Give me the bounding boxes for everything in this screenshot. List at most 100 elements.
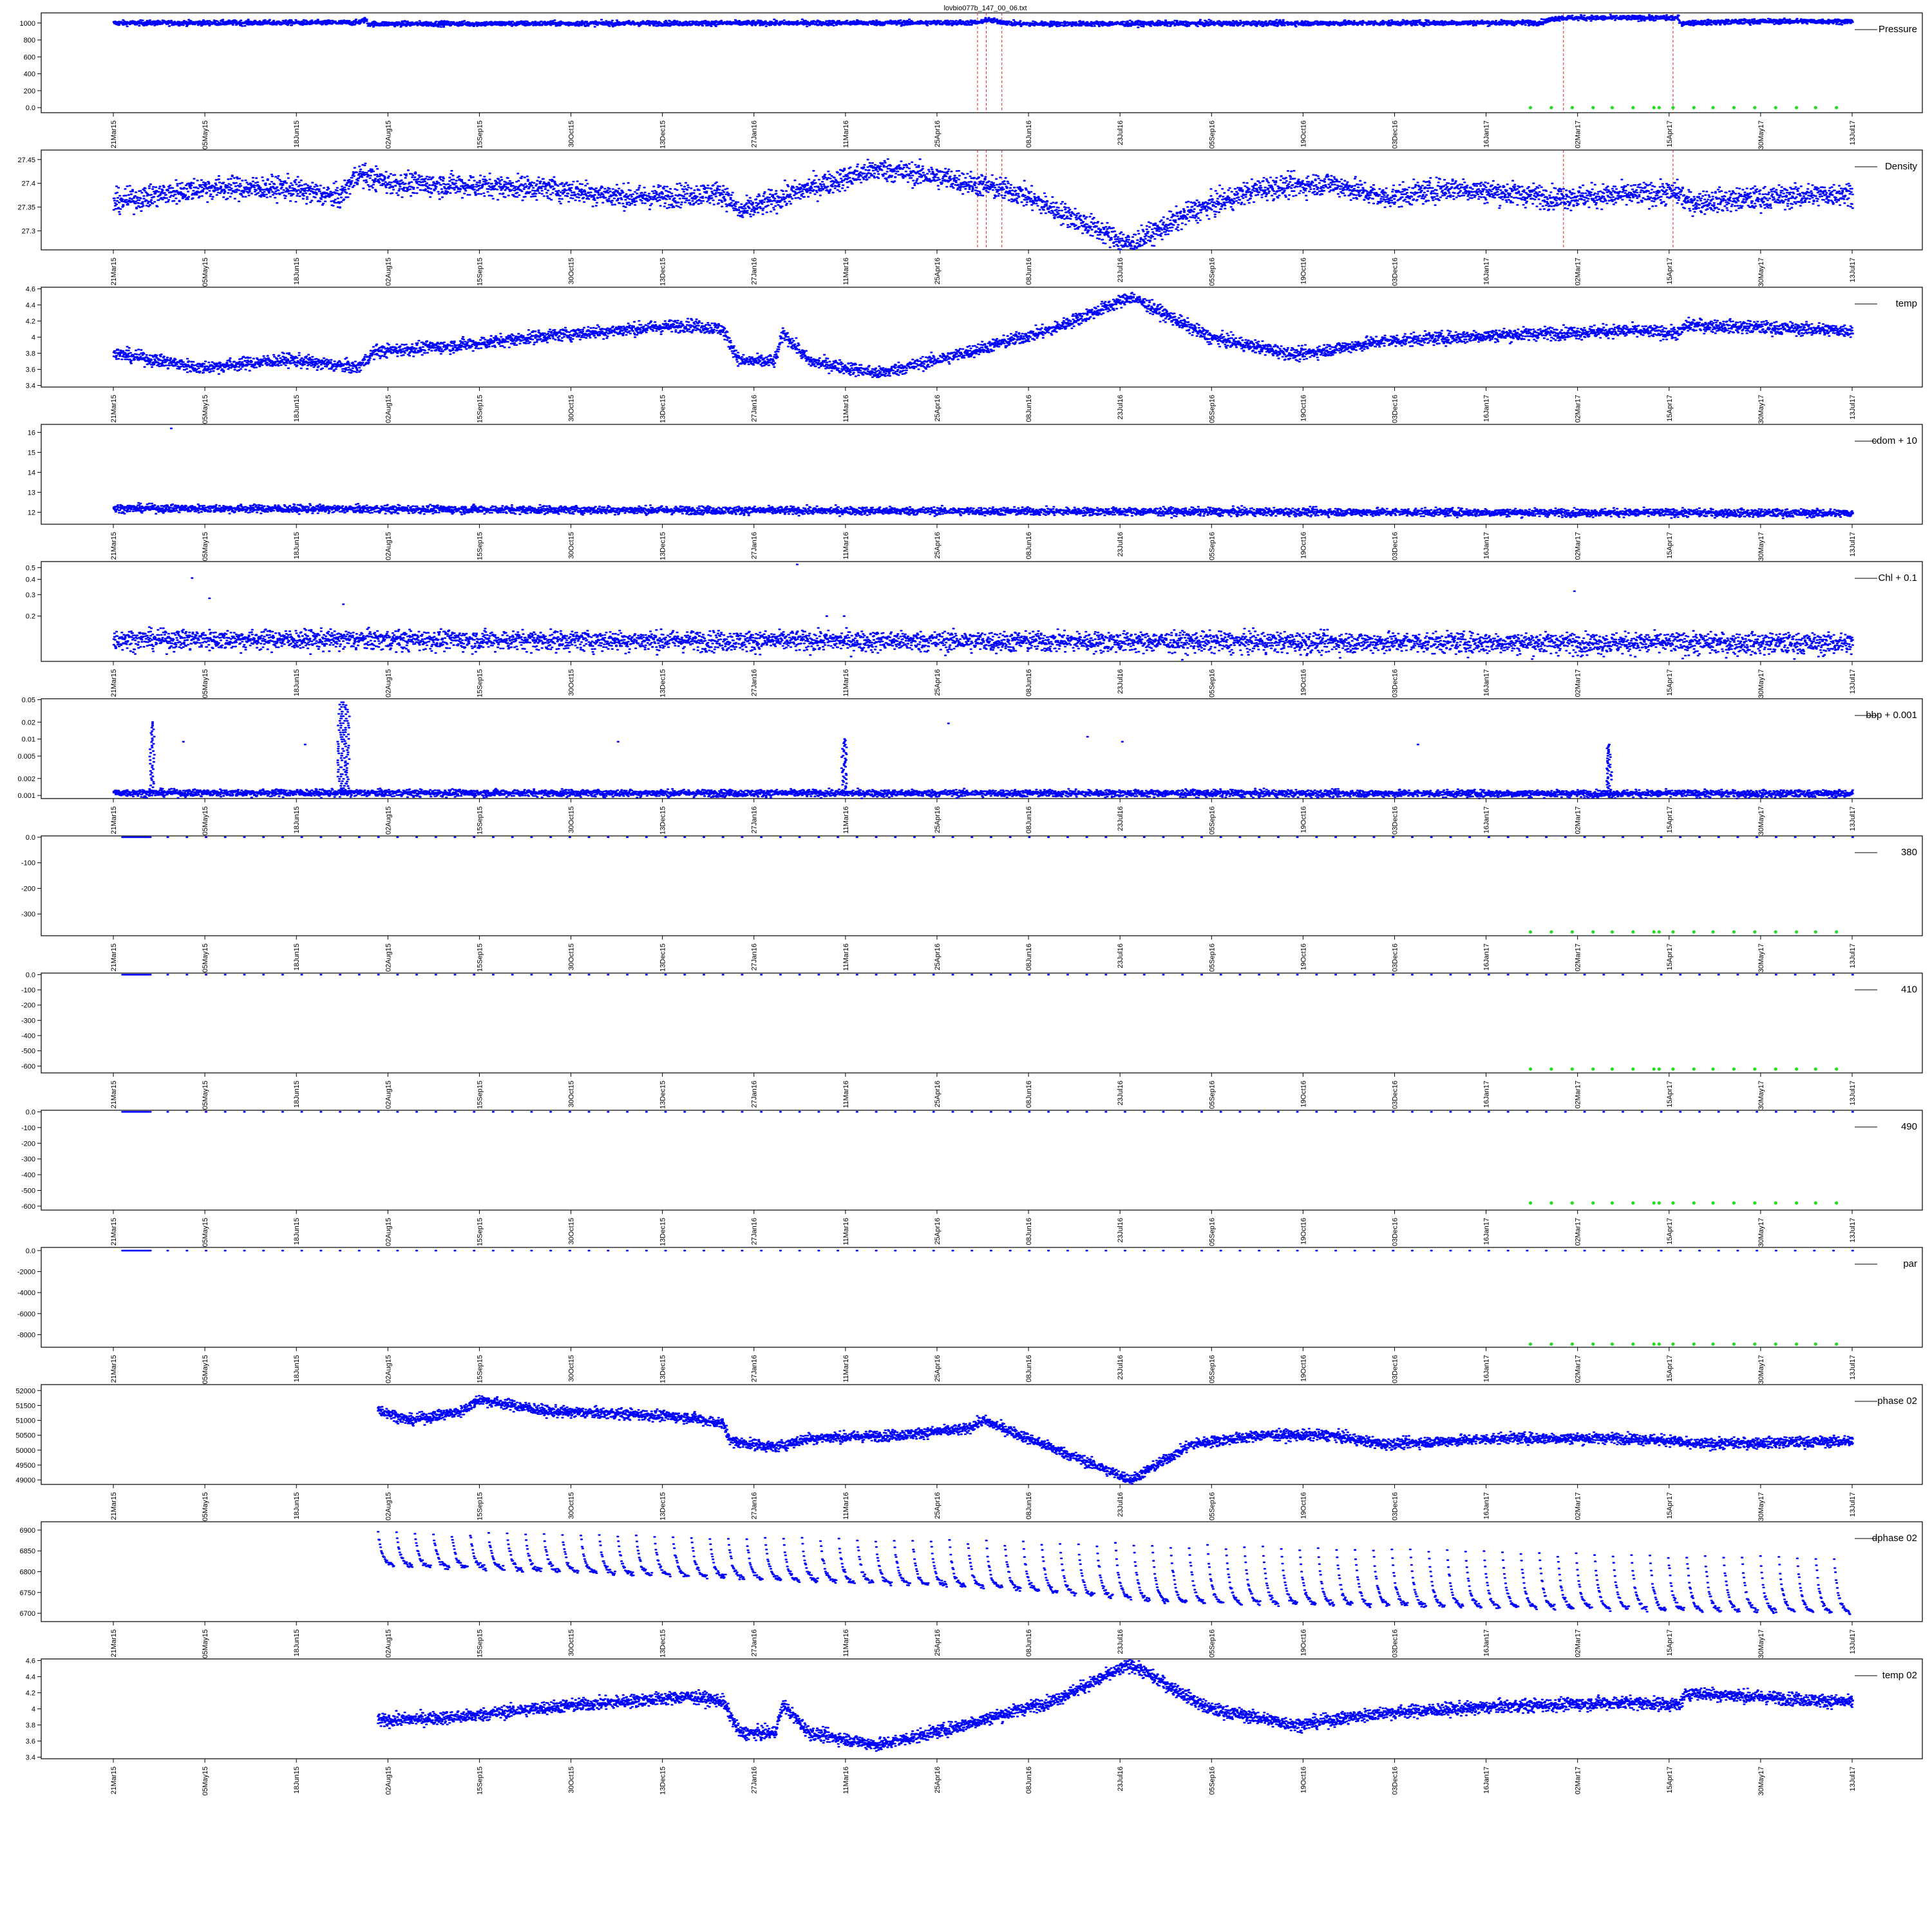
flag-point (1671, 930, 1675, 934)
y-tick-label: 3.6 (26, 1738, 35, 1746)
x-tick-label: 02Aug15 (384, 120, 392, 149)
flag-point (1753, 1067, 1757, 1071)
x-tick-label: 15Apr17 (1666, 669, 1674, 696)
x-tick-label: 16Jan17 (1483, 532, 1491, 559)
panel-11: 49000 49500 50000 50500 51000 51500 52000 21Mar… (15, 1384, 1923, 1521)
y-tick-label: 0.0 (26, 1247, 35, 1255)
x-tick-label: 30May17 (1757, 1766, 1765, 1795)
x-tick-label: 23Jul16 (1117, 669, 1124, 694)
x-tick-label: 15Sep15 (476, 258, 484, 286)
legend: phase 02 (1855, 1396, 1917, 1406)
x-tick-label: 16Jan17 (1483, 120, 1491, 147)
flag-point (1732, 1201, 1736, 1205)
x-tick-label: 05May15 (202, 258, 209, 287)
flag-point (1732, 1067, 1736, 1071)
x-tick-label: 05Sep16 (1208, 395, 1216, 423)
x-tick-label: 27Jan16 (751, 806, 759, 833)
x-tick-label: 16Jan17 (1483, 1629, 1491, 1656)
series-points (112, 564, 1854, 661)
flag-point (1549, 1067, 1553, 1071)
legend-label: 410 (1901, 984, 1917, 995)
series-points (112, 427, 1854, 520)
x-tick-label: 11Mar16 (842, 669, 850, 697)
flag-point (1610, 1201, 1614, 1205)
x-tick-label: 13Jul17 (1849, 532, 1857, 557)
y-tick-label: 0.002 (17, 775, 35, 783)
y-tick-label: 27.4 (22, 180, 35, 188)
x-tick-label: 08Jun16 (1025, 532, 1033, 559)
x-tick-label: 15Apr17 (1666, 1218, 1674, 1245)
flag-point (1692, 1342, 1696, 1346)
x-tick-label: 30Oct15 (568, 120, 576, 147)
flag-point (1570, 106, 1574, 109)
x-tick-label: 30May17 (1757, 669, 1765, 698)
x-tick-label: 21Mar15 (110, 258, 118, 285)
legend: Density (1855, 161, 1917, 172)
y-tick-label: 0.01 (22, 736, 35, 744)
x-tick-label: 30May17 (1757, 532, 1765, 561)
x-tick-label: 15Apr17 (1666, 806, 1674, 833)
x-tick-label: 30Oct15 (568, 943, 576, 971)
x-tick-label: 13Dec15 (659, 943, 667, 972)
panel-frame (41, 287, 1923, 388)
flag-point (1657, 930, 1661, 934)
x-tick-label: 30Oct15 (568, 669, 576, 696)
y-tick-label: 4.6 (26, 1658, 35, 1665)
flag-point (1652, 1342, 1656, 1346)
x-tick-label: 27Jan16 (751, 1081, 759, 1108)
y-tick-label: -4000 (17, 1289, 35, 1297)
legend-label: phase 02 (1877, 1396, 1917, 1406)
legend-label: cdom + 10 (1872, 435, 1917, 446)
x-tick-label: 18Jun15 (293, 1766, 301, 1794)
x-tick-label: 02Mar17 (1575, 1218, 1582, 1245)
x-tick-label: 21Mar15 (110, 532, 118, 560)
legend: 380 (1855, 847, 1917, 858)
x-tick-label: 30Oct15 (568, 1081, 576, 1108)
panel-frame (41, 698, 1923, 799)
x-tick-label: 27Jan16 (751, 120, 759, 147)
x-tick-label: 30May17 (1757, 943, 1765, 972)
figure-title: lovbio077b_147_00_06.txt (943, 5, 1027, 12)
y-tick-label: 4.2 (26, 318, 35, 326)
x-tick-label: 13Dec15 (659, 1081, 667, 1109)
flag-point (1753, 1201, 1757, 1205)
flag-point (1753, 930, 1757, 934)
x-tick-label: 19Oct16 (1300, 1355, 1307, 1382)
y-tick-label: -100 (21, 1124, 35, 1132)
x-tick-label: 08Jun16 (1025, 1081, 1033, 1108)
x-tick-label: 18Jun15 (293, 1629, 301, 1656)
flag-point (1591, 106, 1595, 109)
legend-label: temp 02 (1882, 1670, 1917, 1681)
x-tick-label: 03Dec16 (1391, 669, 1399, 697)
y-tick-label: 50500 (15, 1432, 35, 1440)
series-points (377, 1395, 1854, 1485)
y-tick-label: 14 (28, 469, 35, 477)
flag-point (1631, 106, 1635, 109)
x-tick-label: 15Apr17 (1666, 1355, 1674, 1382)
x-tick-label: 16Jan17 (1483, 1355, 1491, 1382)
y-tick-label: 4 (32, 334, 35, 342)
flag-point (1631, 1067, 1635, 1071)
x-tick-label: 05Sep16 (1208, 943, 1216, 972)
x-tick-label: 08Jun16 (1025, 120, 1033, 147)
legend-label: bbp + 0.001 (1866, 710, 1917, 721)
flag-point (1814, 1342, 1817, 1346)
x-tick-label: 23Jul16 (1117, 806, 1124, 831)
x-tick-label: 05Sep16 (1208, 258, 1216, 286)
x-tick-label: 13Dec15 (659, 1492, 667, 1520)
flag-point (1671, 1201, 1675, 1205)
legend: par (1855, 1258, 1917, 1269)
x-tick-label: 30May17 (1757, 258, 1765, 287)
x-tick-label: 18Jun15 (293, 943, 301, 971)
x-tick-label: 23Jul16 (1117, 1492, 1124, 1517)
x-tick-label: 03Dec16 (1391, 120, 1399, 149)
y-tick-label: 800 (24, 37, 35, 44)
x-tick-label: 02Aug15 (384, 1355, 392, 1383)
x-tick-label: 30May17 (1757, 1355, 1765, 1384)
x-tick-label: 02Aug15 (384, 1492, 392, 1520)
x-tick-label: 08Jun16 (1025, 1766, 1033, 1794)
x-tick-label: 13Dec15 (659, 1218, 667, 1246)
x-tick-label: 08Jun16 (1025, 1355, 1033, 1382)
y-tick-label: 0.05 (22, 696, 35, 704)
